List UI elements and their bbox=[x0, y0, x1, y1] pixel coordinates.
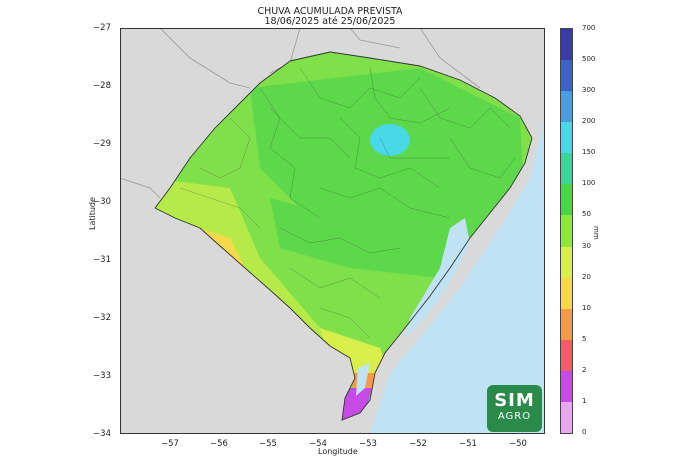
map-subtitle: 18/06/2025 até 25/06/2025 bbox=[264, 16, 396, 27]
band-30-50-west bbox=[155, 178, 360, 358]
colorbar-segment bbox=[561, 91, 572, 123]
colorbar-tick: 20 bbox=[582, 272, 591, 281]
rainfall-map bbox=[120, 28, 545, 434]
band-100-150-central bbox=[270, 198, 460, 278]
lagoa-mirim bbox=[356, 363, 370, 396]
x-tick: −52 bbox=[409, 439, 427, 449]
colorbar-segment bbox=[561, 122, 572, 154]
x-tick: −53 bbox=[359, 439, 377, 449]
colorbar-segment bbox=[561, 29, 572, 61]
x-tick: −56 bbox=[210, 439, 228, 449]
logo-agro-text: AGRO bbox=[497, 411, 532, 422]
y-tick: −29 bbox=[93, 139, 111, 149]
x-tick: −50 bbox=[509, 439, 527, 449]
y-tick: −27 bbox=[93, 23, 111, 33]
colorbar-tick: 0 bbox=[582, 428, 587, 436]
sim-agro-logo: SIM AGRO bbox=[487, 385, 542, 432]
municipal-boundaries bbox=[179, 67, 516, 339]
y-tick: −33 bbox=[93, 371, 111, 381]
colorbar-segment bbox=[561, 339, 572, 372]
colorbar-tick: 30 bbox=[582, 241, 591, 250]
ocean bbox=[370, 118, 545, 434]
peak-200-300 bbox=[370, 124, 410, 156]
map-frame-border bbox=[120, 28, 545, 434]
colorbar-tick: 50 bbox=[582, 210, 591, 219]
colorbar-segment bbox=[561, 277, 572, 310]
x-tick: −54 bbox=[309, 439, 327, 449]
colorbar bbox=[560, 28, 573, 434]
colorbar-tick: 200 bbox=[582, 117, 596, 126]
colorbar-tick: 5 bbox=[582, 334, 587, 343]
lagoa-dos-patos bbox=[405, 218, 470, 338]
colorbar-unit: mm bbox=[592, 226, 600, 240]
colorbar-tick: 500 bbox=[582, 55, 596, 64]
y-tick: −30 bbox=[93, 197, 111, 207]
x-axis-label: Longitude bbox=[318, 447, 358, 456]
band-100-150-north bbox=[250, 68, 525, 258]
y-tick: −28 bbox=[93, 81, 111, 91]
logo-sim-text: SIM bbox=[494, 390, 535, 411]
colorbar-segment bbox=[561, 246, 572, 279]
colorbar-segment bbox=[561, 401, 572, 434]
colorbar-tick: 100 bbox=[582, 179, 596, 188]
colorbar-tick: 2 bbox=[582, 365, 587, 374]
colorbar-segment bbox=[561, 60, 572, 92]
colorbar-segment bbox=[561, 153, 572, 185]
colorbar-segment bbox=[561, 184, 572, 216]
y-tick: −32 bbox=[93, 313, 111, 323]
colorbar-tick: 150 bbox=[582, 148, 596, 157]
colorbar-tick: 1 bbox=[582, 396, 587, 405]
y-axis-label: Latitude bbox=[88, 197, 97, 230]
y-tick: −34 bbox=[93, 429, 111, 439]
colorbar-tick: 300 bbox=[582, 86, 596, 95]
colorbar-tick: 700 bbox=[582, 24, 596, 32]
colorbar-segment bbox=[561, 308, 572, 341]
colorbar-tick: 10 bbox=[582, 303, 591, 312]
colorbar-segment bbox=[561, 370, 572, 403]
x-tick: −55 bbox=[259, 439, 277, 449]
colorbar-segment bbox=[561, 215, 572, 248]
x-tick: −57 bbox=[161, 439, 179, 449]
x-tick: −51 bbox=[459, 439, 477, 449]
y-tick: −31 bbox=[93, 255, 111, 265]
map-title: CHUVA ACUMULADA PREVISTA bbox=[257, 6, 403, 17]
